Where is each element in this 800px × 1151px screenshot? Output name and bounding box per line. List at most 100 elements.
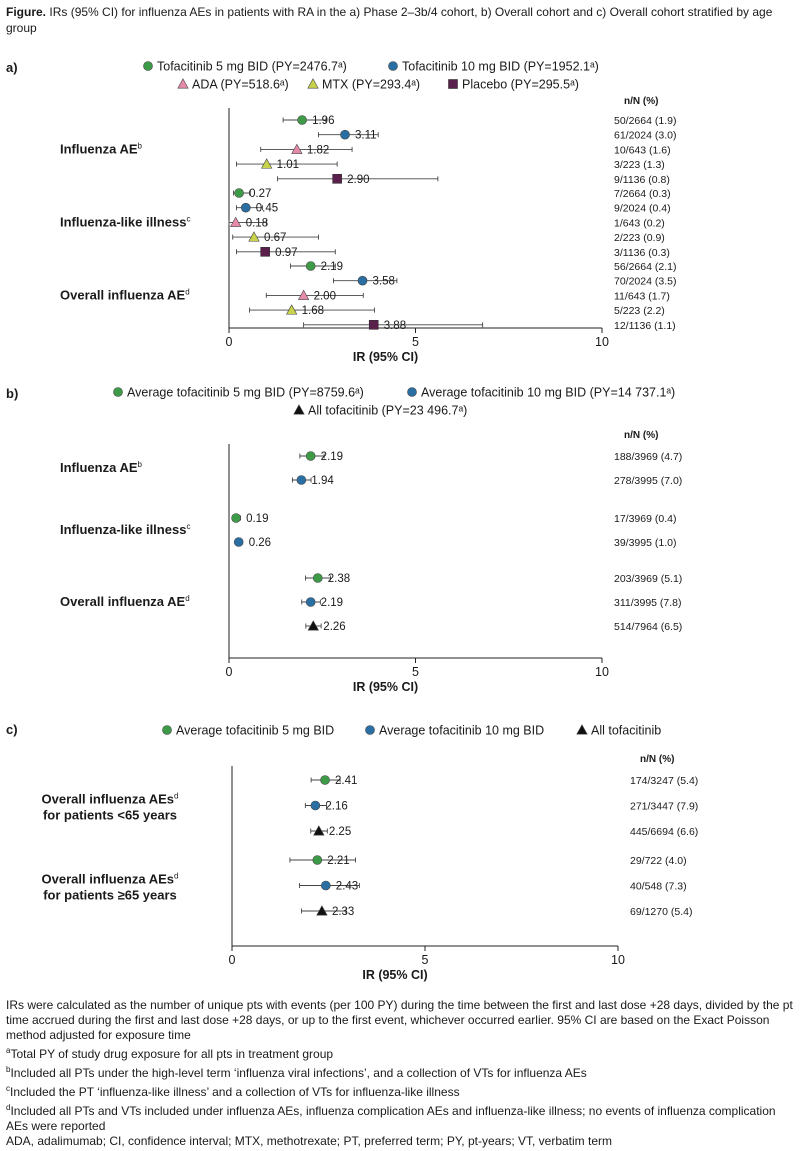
ir-value-label: 2.16 <box>325 801 347 813</box>
nn-value: 39/3995 (1.0) <box>614 537 676 549</box>
ir-value-label: 2.26 <box>323 621 345 633</box>
ir-value-label: 2.25 <box>329 826 351 838</box>
point-estimate <box>230 216 242 227</box>
ir-value-label: 1.01 <box>277 159 299 171</box>
forest-plot-panel-a: a) Tofacitinib 5 mg BID (PY=2476.7ᵃ) Tofac… <box>6 60 676 365</box>
nn-header: n/N (%) <box>640 754 674 765</box>
ir-value-label: 0.27 <box>249 188 271 200</box>
legend-marker <box>293 404 305 415</box>
nn-value: 311/3995 (7.8) <box>614 597 682 609</box>
ir-value-label: 3.58 <box>373 276 395 288</box>
legend-label: Placebo (PY=295.5ᵃ) <box>462 78 579 92</box>
point-estimate <box>291 143 303 154</box>
legend-label: Tofacitinib 5 mg BID (PY=2476.7ᵃ) <box>157 60 347 74</box>
footnote-abbreviations: ADA, adalimumab; CI, confidence interval… <box>6 1134 613 1148</box>
ir-value-label: 0.18 <box>246 217 268 229</box>
footnote-c-text: Included the PT ‘influenza-like illness’… <box>10 1085 460 1099</box>
point-estimate <box>297 289 310 300</box>
point-estimate <box>296 475 307 485</box>
group-label: Influenza AEb <box>60 460 143 475</box>
legend-label: Average tofacitinib 10 mg BID (PY=14 737… <box>421 386 675 400</box>
panel-label: b) <box>6 386 18 401</box>
ir-value-label: 0.97 <box>275 247 297 259</box>
x-tick-label: 10 <box>595 665 609 679</box>
ir-value-label: 2.21 <box>327 855 349 867</box>
point-estimate <box>312 573 323 583</box>
point-estimate <box>316 905 328 916</box>
point-estimate <box>305 261 316 271</box>
x-axis-label: IR (95% CI) <box>353 680 418 694</box>
forest-plot-panel-b: b) Average tofacitinib 5 mg BID (PY=8759.… <box>6 386 682 695</box>
x-tick-label: 0 <box>226 665 233 679</box>
ir-value-label: 0.45 <box>256 203 278 215</box>
footnote-c-marker: c <box>6 1084 10 1093</box>
forest-plot-panel-c: c) Average tofacitinib 5 mg BID Average to… <box>6 722 698 982</box>
group-label: Overall influenza AEsd <box>42 872 179 887</box>
point-estimate <box>307 620 319 631</box>
nn-value: 188/3969 (4.7) <box>614 451 682 463</box>
nn-value: 7/2664 (0.3) <box>614 188 671 200</box>
x-axis-label: IR (95% CI) <box>353 350 418 364</box>
nn-value: 69/1270 (5.4) <box>630 906 692 918</box>
footnote-a-marker: a <box>6 1046 11 1055</box>
point-estimate <box>297 115 307 125</box>
footnote-b: bIncluded all PTs under the high-level t… <box>6 1062 796 1081</box>
point-estimate <box>320 775 330 785</box>
nn-value: 5/223 (2.2) <box>614 305 665 317</box>
nn-value: 12/1136 (1.1) <box>614 320 676 332</box>
figure-title: IRs (95% CI) for influenza AEs in patien… <box>6 5 773 35</box>
x-tick-label: 5 <box>422 953 429 967</box>
point-estimate <box>313 825 325 836</box>
legend-label: Average tofacitinib 10 mg BID <box>379 724 544 738</box>
nn-value: 1/643 (0.2) <box>614 217 665 229</box>
x-tick-label: 5 <box>412 335 419 349</box>
nn-value: 50/2664 (1.9) <box>614 115 676 127</box>
legend-marker <box>365 725 375 735</box>
legend-marker <box>162 725 172 735</box>
footnote-b-marker: b <box>6 1065 11 1074</box>
panel-label: a) <box>6 60 18 75</box>
footnote-c: cIncluded the PT ‘influenza-like illness… <box>6 1081 796 1100</box>
point-estimate <box>234 188 244 198</box>
footnote-a-text: Total PY of study drug exposure for all … <box>10 1047 334 1061</box>
figure-caption: Figure. IRs (95% CI) for influenza AEs i… <box>6 4 786 36</box>
nn-value: 174/3247 (5.4) <box>630 775 698 787</box>
ir-value-label: 3.88 <box>384 320 406 332</box>
group-label: Overall influenza AEd <box>60 287 190 302</box>
x-tick-label: 5 <box>412 665 419 679</box>
ir-value-label: 0.19 <box>246 513 268 525</box>
point-estimate <box>248 231 260 242</box>
nn-value: 29/722 (4.0) <box>630 855 687 867</box>
ir-value-label: 2.38 <box>328 573 350 585</box>
legend-marker <box>388 61 398 71</box>
group-label: Overall influenza AEsd <box>42 792 179 807</box>
point-estimate <box>260 247 270 257</box>
footnote-d-text: Included all PTs and VTs included under … <box>6 1104 776 1133</box>
nn-value: 40/548 (7.3) <box>630 881 687 893</box>
nn-value: 56/2664 (2.1) <box>614 261 676 273</box>
ir-value-label: 0.67 <box>264 232 286 244</box>
point-estimate <box>240 202 251 213</box>
nn-value: 9/1136 (0.8) <box>614 174 670 186</box>
ir-value-label: 2.19 <box>321 261 343 273</box>
footnotes: IRs were calculated as the number of uni… <box>6 998 796 1149</box>
point-estimate <box>305 597 316 607</box>
ir-value-label: 2.41 <box>335 775 357 787</box>
point-estimate <box>231 513 241 523</box>
nn-value: 445/6694 (6.6) <box>630 826 698 838</box>
ir-value-label: 1.94 <box>311 475 334 487</box>
legend-marker <box>576 724 588 735</box>
group-label: Influenza AEb <box>60 141 143 156</box>
x-tick-label: 0 <box>229 953 236 967</box>
ir-value-label: 1.96 <box>312 115 334 127</box>
nn-value: 278/3995 (7.0) <box>614 475 682 487</box>
ir-value-label: 2.00 <box>314 290 336 302</box>
legend-marker <box>407 387 417 397</box>
ir-value-label: 3.11 <box>355 130 377 142</box>
point-estimate <box>233 537 244 547</box>
group-label-line2: for patients <65 years <box>43 808 177 823</box>
legend-label: ADA (PY=518.6ᵃ) <box>192 78 289 92</box>
legend-marker <box>143 61 153 71</box>
point-estimate <box>260 158 273 169</box>
legend-label: Average tofacitinib 5 mg BID (PY=8759.6ᵃ… <box>127 386 364 400</box>
